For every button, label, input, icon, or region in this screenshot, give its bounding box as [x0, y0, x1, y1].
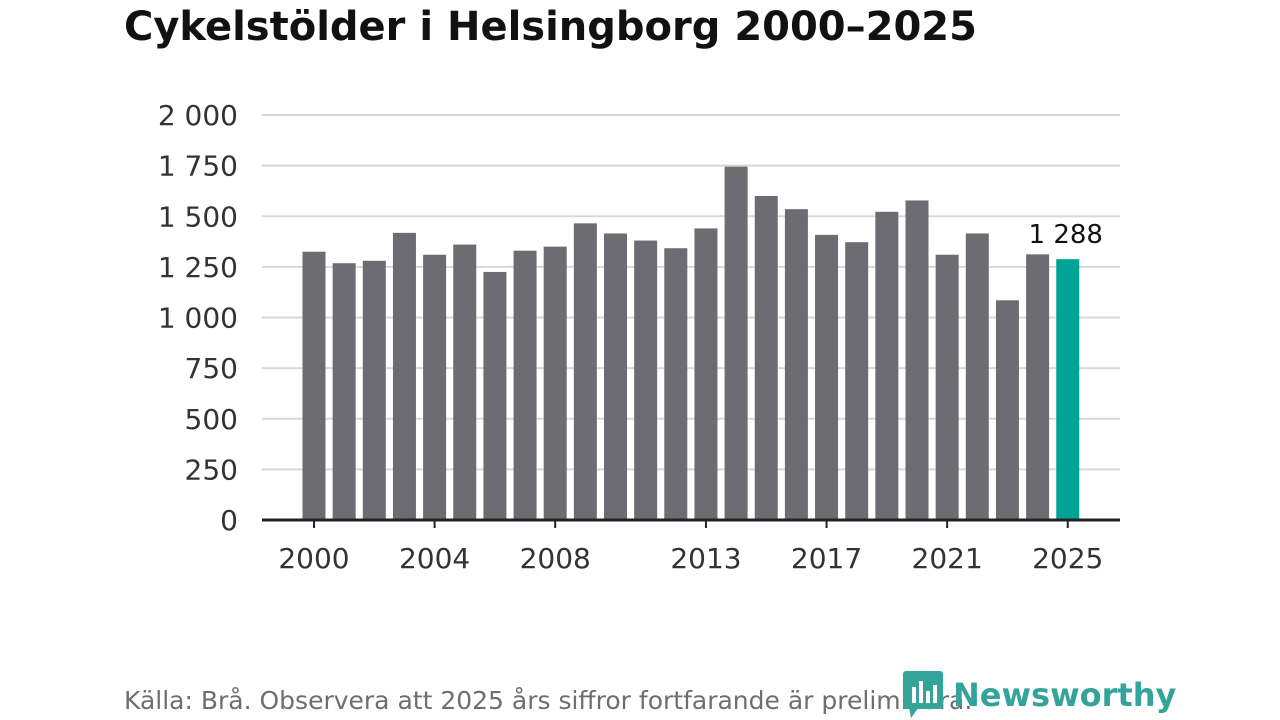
bar-2007[interactable]	[513, 250, 537, 521]
chart-title: Cykelstölder i Helsingborg 2000–2025	[124, 4, 977, 50]
x-tick-label: 2021	[912, 542, 983, 575]
y-tick-label: 1 000	[158, 302, 238, 335]
bar-2014[interactable]	[724, 166, 748, 520]
x-tick-label: 2004	[399, 542, 470, 575]
bar-2005[interactable]	[453, 244, 477, 520]
bar-2004[interactable]	[423, 254, 447, 520]
bar-2019[interactable]	[875, 211, 899, 521]
x-tick-label: 2017	[791, 542, 862, 575]
newsworthy-logo-icon	[903, 671, 943, 718]
x-tick-label: 2025	[1032, 542, 1103, 575]
bars	[302, 166, 1080, 521]
gridlines	[262, 114, 1120, 471]
bar-2003[interactable]	[392, 232, 416, 521]
y-tick-label: 750	[185, 352, 238, 385]
y-tick-label: 1 250	[158, 251, 238, 284]
bar-2001[interactable]	[332, 263, 356, 520]
x-tick-label: 2013	[670, 542, 741, 575]
bar-2017[interactable]	[815, 234, 839, 520]
bar-2020[interactable]	[905, 200, 929, 520]
bar-2015[interactable]	[754, 196, 778, 520]
bar-2011[interactable]	[634, 240, 658, 521]
brand-logo[interactable]: Newsworthy	[903, 671, 1176, 719]
bar-2000[interactable]	[302, 251, 326, 520]
bar-2021[interactable]	[935, 254, 959, 520]
y-tick-label: 500	[185, 403, 238, 436]
brand-name: Newsworthy	[953, 676, 1177, 714]
source-note: Källa: Brå. Observera att 2025 års siffr…	[124, 686, 973, 715]
y-tick-label: 250	[185, 453, 238, 486]
bar-2022[interactable]	[965, 233, 989, 520]
x-tick-label: 2000	[278, 542, 349, 575]
bar-2018[interactable]	[845, 242, 869, 521]
bar-2002[interactable]	[362, 260, 386, 520]
y-tick-label: 1 750	[158, 150, 238, 183]
bar-2012[interactable]	[664, 248, 688, 520]
bar-2024[interactable]	[1026, 254, 1050, 520]
bar-2009[interactable]	[573, 223, 597, 520]
axes	[262, 518, 1120, 528]
data-label-highlight: 1 288	[1029, 220, 1103, 250]
labels: 0 250 500 750 1 000 1 250 1 500 1 750 2 000 2000 2…	[158, 99, 1104, 575]
bar-2025[interactable]	[1056, 259, 1080, 520]
y-tick-label: 1 500	[158, 200, 238, 233]
x-tick-label: 2008	[520, 542, 591, 575]
bar-2013[interactable]	[694, 228, 718, 520]
y-tick-label: 0	[220, 504, 238, 537]
bar-2008[interactable]	[543, 246, 567, 520]
bar-2006[interactable]	[483, 271, 507, 520]
y-tick-label: 2 000	[158, 99, 238, 132]
bar-2010[interactable]	[604, 233, 627, 520]
bar-2016[interactable]	[784, 209, 808, 520]
bar-2023[interactable]	[995, 300, 1019, 520]
